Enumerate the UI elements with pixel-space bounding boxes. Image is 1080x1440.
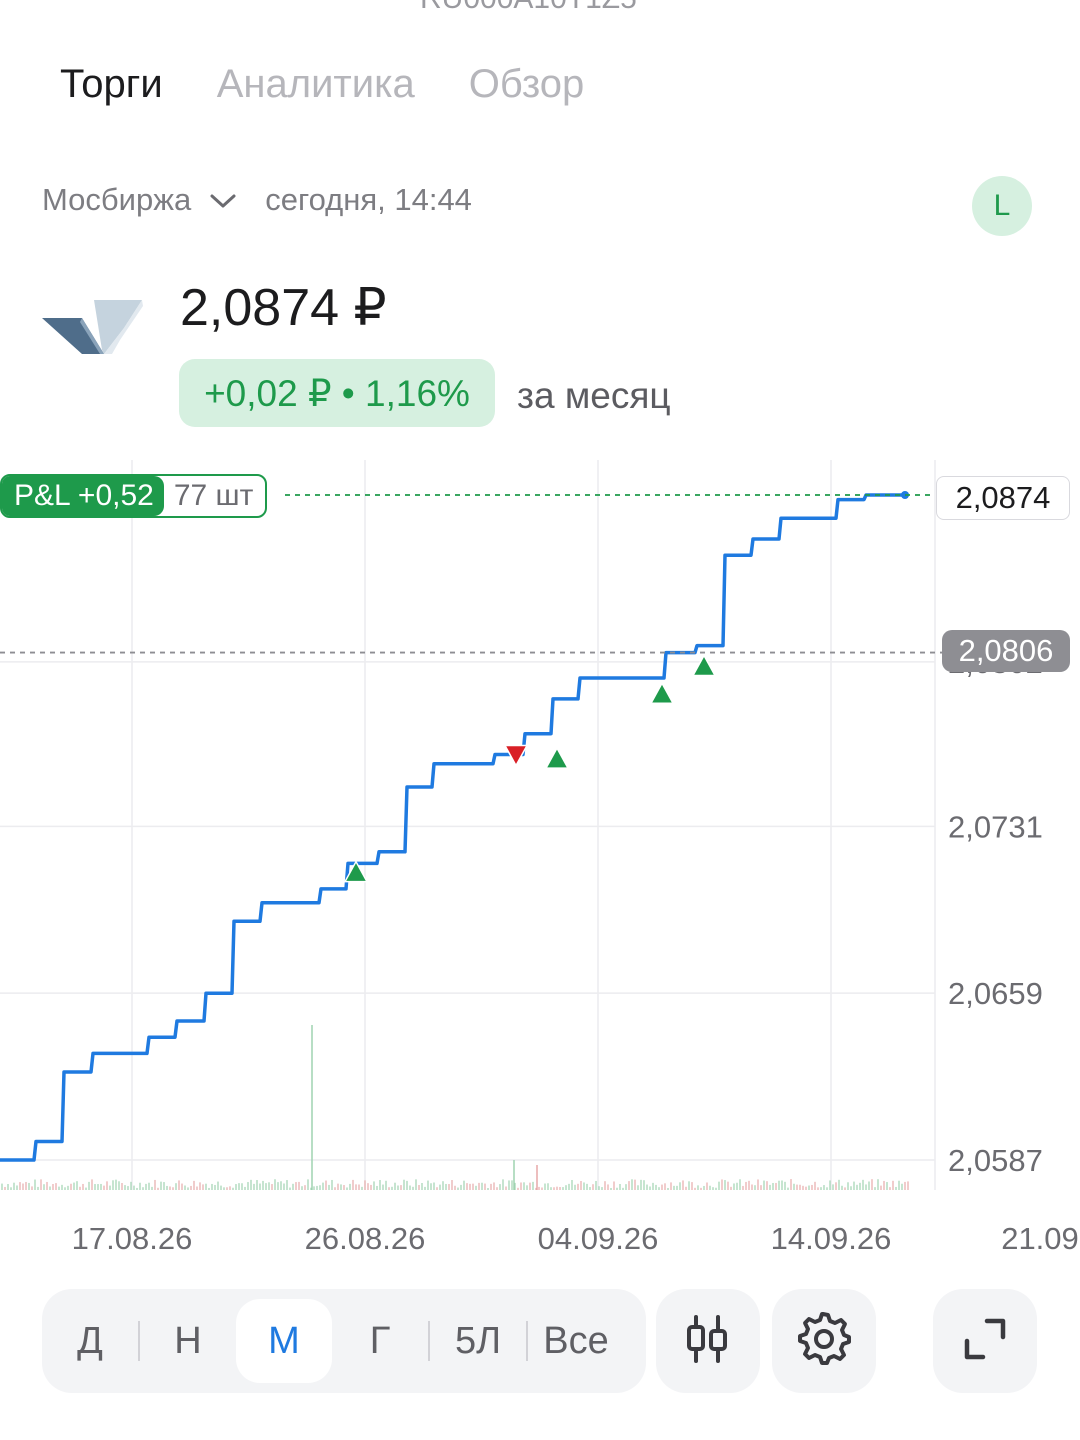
exchange-label: Мосбиржа <box>42 182 192 217</box>
tab-overview[interactable]: Обзор <box>468 62 585 106</box>
period-selector: Д Н М Г 5Л Все <box>42 1289 646 1393</box>
candles-icon <box>686 1314 730 1368</box>
quote-meta: Мосбиржа сегодня, 14:44 <box>42 182 472 218</box>
buy-marker <box>692 654 716 677</box>
sell-marker <box>504 744 528 767</box>
period-day-button[interactable]: Д <box>77 1319 103 1362</box>
pnl-value: P&L +0,52 <box>2 476 164 516</box>
change-period: за месяц <box>517 375 671 416</box>
x-tick-label: 04.09.26 <box>538 1221 659 1256</box>
period-year-button[interactable]: Г <box>369 1319 391 1362</box>
settings-icon <box>797 1311 851 1371</box>
chart-type-button[interactable] <box>656 1289 760 1393</box>
expand-icon <box>963 1317 1007 1366</box>
last-price-tag: 2,0874 <box>936 476 1070 520</box>
y-tick-label: 2,0731 <box>948 809 1043 844</box>
period-month-button[interactable]: М <box>236 1299 332 1383</box>
current-price: 2,0874 ₽ <box>180 279 387 337</box>
y-tick-label: 2,0659 <box>948 976 1043 1011</box>
period-5y-button[interactable]: 5Л <box>454 1319 502 1362</box>
x-tick-label: 14.09.26 <box>771 1221 892 1256</box>
separator <box>526 1321 528 1361</box>
chevron-down-icon <box>209 182 237 218</box>
fullscreen-button[interactable] <box>933 1289 1037 1393</box>
price-change-badge: +0,02 ₽ • 1,16% <box>179 359 495 427</box>
price-line <box>0 493 903 1162</box>
price-chart[interactable]: 17.08.26 26.08.26 04.09.26 14.09.26 21.09 2,0… <box>0 455 1080 1275</box>
chart-settings-button[interactable] <box>772 1289 876 1393</box>
exchange-selector[interactable]: Мосбиржа <box>42 182 265 218</box>
x-tick-label: 26.08.26 <box>305 1221 426 1256</box>
position-quantity: 77 шт <box>173 479 254 512</box>
period-week-button[interactable]: Н <box>174 1319 202 1362</box>
x-tick-label: 17.08.26 <box>72 1221 193 1256</box>
pnl-tag[interactable]: P&L +0,52 77 шт <box>0 474 268 518</box>
buy-marker <box>545 747 569 769</box>
chart-svg: 17.08.26 26.08.26 04.09.26 14.09.26 21.09 2,0… <box>0 460 1079 1256</box>
reference-price-tag: 2,0806 <box>942 630 1070 672</box>
tab-analytics[interactable]: Аналитика <box>216 62 415 106</box>
tab-bar: Торги Аналитика Обзор <box>60 62 584 107</box>
separator <box>138 1321 140 1361</box>
separator <box>428 1321 430 1361</box>
issuer-logo <box>42 300 144 361</box>
period-all-button[interactable]: Все <box>543 1319 609 1362</box>
update-time: сегодня, 14:44 <box>265 182 472 217</box>
x-tick-label: 21.09 <box>1001 1221 1079 1256</box>
ticker-text: RU000A10T1Z5 <box>420 0 637 16</box>
y-tick-label: 2,0587 <box>948 1143 1043 1178</box>
buy-marker <box>344 860 368 883</box>
buy-marker <box>650 682 674 705</box>
tab-trading[interactable]: Торги <box>60 62 163 106</box>
liquidity-badge[interactable]: L <box>972 176 1032 236</box>
